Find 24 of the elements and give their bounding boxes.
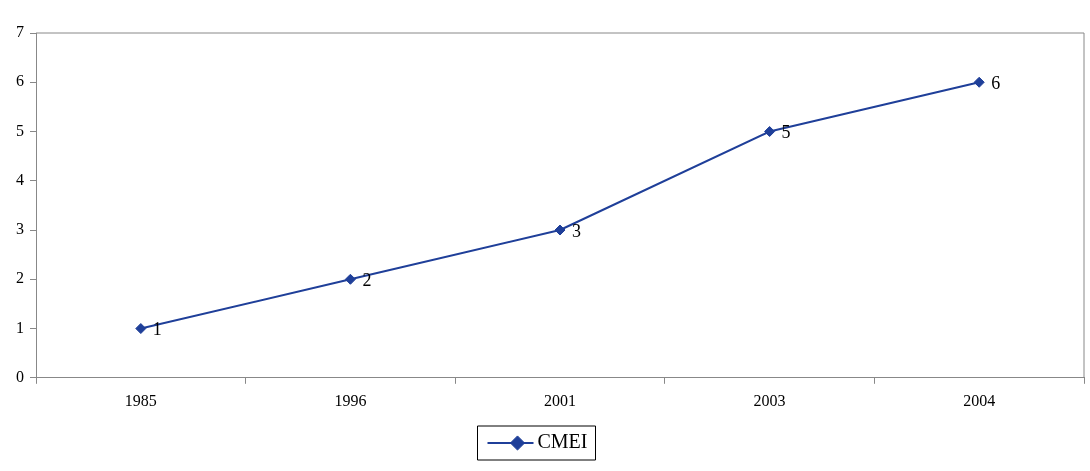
y-tick-label: 0	[16, 368, 24, 385]
point	[135, 323, 147, 335]
data-label: 5	[781, 122, 791, 143]
x-tick-label: 2003	[753, 391, 786, 409]
point	[554, 224, 566, 236]
y-tick-label: 5	[16, 121, 24, 139]
y-tick-label: 1	[16, 318, 24, 336]
y-tick-label: 2	[16, 269, 24, 287]
point	[764, 126, 776, 138]
point	[344, 273, 356, 285]
legend-label: CMEI	[537, 430, 588, 453]
x-tick-label: 2004	[963, 391, 996, 409]
data-label: 1	[152, 319, 162, 340]
y-tick-label: 4	[16, 170, 24, 188]
point	[973, 76, 985, 88]
y-tick-label: 7	[16, 23, 24, 41]
y-tick-label: 6	[16, 72, 24, 90]
data-label: 3	[572, 220, 581, 241]
data-label: 2	[362, 270, 372, 291]
data-label: 6	[991, 72, 1001, 93]
x-tick-label: 1996	[334, 391, 367, 409]
x-tick-label: 1985	[124, 391, 157, 409]
x-tick-label: 2001	[544, 391, 576, 409]
y-tick-label: 3	[16, 220, 24, 238]
